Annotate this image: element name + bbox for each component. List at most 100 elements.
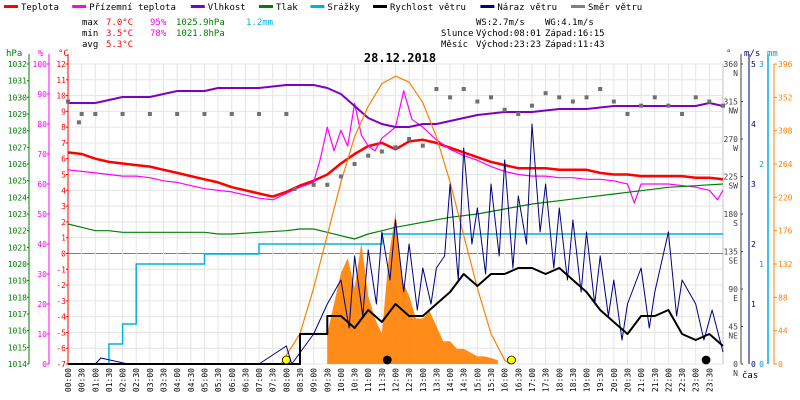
- pressure-tick-label: 1029: [8, 110, 27, 119]
- wind-direction-point: [543, 91, 548, 96]
- wind-direction-point: [707, 99, 712, 104]
- wind-direction-point: [352, 162, 357, 166]
- time-tick-label: 13:00: [419, 368, 428, 392]
- pressure-tick-label: 1027: [8, 143, 27, 152]
- wind-direction-point: [721, 103, 725, 108]
- wind-direction-point: [639, 103, 644, 108]
- legend-entry: Náraz větru: [497, 3, 557, 13]
- temperature-tick-label: 2: [61, 218, 66, 227]
- wind-direction-point: [475, 99, 480, 104]
- humidity-tick-label: 40: [37, 240, 47, 249]
- time-tick-label: 18:30: [569, 368, 578, 392]
- time-tick-label: 07:00: [255, 368, 264, 392]
- info-sun-label: Slunce: [441, 29, 474, 39]
- wind-direction-point: [680, 112, 685, 116]
- time-axis-label: čas: [742, 370, 758, 381]
- time-tick-label: 12:00: [392, 368, 401, 392]
- temperature-tick-label: 4: [61, 186, 66, 195]
- series-wind-gust: [68, 123, 724, 365]
- wind-direction-point: [611, 99, 616, 104]
- wind-direction-point: [311, 182, 316, 187]
- pressure-tick-label: 1023: [8, 210, 27, 219]
- sunrise-marker: [281, 355, 291, 365]
- legend-swatch: [480, 5, 495, 8]
- series-tlak: [67, 183, 724, 240]
- temperature-tick-label: -4: [56, 313, 66, 322]
- wind-tick-label: 1: [751, 300, 756, 309]
- time-tick-label: 19:00: [583, 368, 592, 392]
- stats-block: max 7.0°C 95% 1025.9hPa 1.2mm min 3.5°C …: [82, 18, 273, 50]
- rain-tick-label: 1: [759, 260, 764, 269]
- wind-tick-label: 0: [751, 360, 756, 369]
- legend-entry: Teplota: [21, 3, 59, 13]
- wind-direction-point: [461, 87, 466, 91]
- humidity-unit: %: [38, 49, 44, 59]
- rain-tick-label: 0: [759, 360, 764, 369]
- time-tick-label: 20:30: [623, 368, 632, 392]
- solar-tick-label: 176: [778, 227, 793, 236]
- stat-min-hum: 78%: [150, 29, 167, 39]
- time-tick-label: 22:00: [664, 368, 673, 392]
- solar-tick-label: 352: [778, 93, 793, 102]
- humidity-tick-label: 50: [37, 210, 47, 219]
- direction-tick-label: 360: [724, 60, 739, 69]
- time-tick-label: 03:00: [146, 368, 155, 392]
- time-tick-label: 23:30: [705, 368, 714, 392]
- wind-direction-point: [407, 137, 412, 141]
- wind-direction-point: [338, 174, 343, 179]
- temperature-tick-label: 7: [61, 139, 66, 148]
- solar-tick-label: 396: [778, 60, 793, 69]
- wind-direction-point: [693, 95, 698, 100]
- wind-direction-point: [76, 120, 81, 125]
- sunset-marker: [507, 355, 516, 365]
- humidity-tick-label: 90: [37, 90, 47, 99]
- wind-direction-point: [489, 95, 494, 100]
- time-tick-label: 04:00: [173, 368, 182, 392]
- wind-direction-point: [420, 143, 425, 148]
- humidity-tick-label: 20: [37, 300, 47, 309]
- pressure-tick-label: 1025: [8, 177, 27, 186]
- rain-unit: mm: [767, 49, 778, 59]
- solar-tick-label: 88: [778, 293, 788, 302]
- pressure-tick-label: 1019: [8, 277, 27, 286]
- temperature-tick-label: -3: [56, 297, 66, 306]
- pressure-tick-label: 1024: [8, 193, 27, 202]
- legend-entry: Srážky: [327, 3, 360, 13]
- pressure-tick-label: 1030: [8, 93, 27, 102]
- pressure-tick-label: 1032: [8, 60, 27, 69]
- wind-direction-point: [202, 112, 207, 116]
- temperature-tick-label: 11: [56, 76, 66, 85]
- stat-max-temp: 7.0°C: [106, 18, 133, 28]
- wind-direction-point: [257, 112, 262, 116]
- stat-min-press: 1021.8hPa: [176, 29, 225, 39]
- wind-direction-point: [570, 99, 575, 104]
- pressure-tick-label: 1015: [8, 343, 27, 352]
- humidity-tick-label: 10: [37, 330, 47, 339]
- time-tick-label: 12:30: [405, 368, 414, 392]
- pressure-tick-label: 1031: [8, 77, 27, 86]
- time-tick-label: 21:00: [637, 368, 646, 392]
- time-tick-label: 10:30: [351, 368, 360, 392]
- time-tick-label: 16:00: [501, 368, 510, 392]
- direction-dir-label: N: [733, 369, 738, 378]
- temperature-tick-label: -1: [56, 265, 66, 274]
- wind-tick-label: 5: [751, 60, 756, 69]
- temperature-tick-label: -2: [56, 281, 66, 290]
- temperature-tick-label: 0: [61, 249, 66, 258]
- time-tick-label: 04:30: [187, 368, 196, 392]
- direction-dir-label: NE: [728, 332, 738, 341]
- temperature-tick-label: 5: [61, 171, 66, 180]
- temperature-tick-label: 6: [61, 155, 66, 164]
- time-tick-label: 22:30: [678, 368, 687, 392]
- wind-direction-point: [175, 112, 180, 116]
- info-wg: WG:4.1m/s: [545, 18, 594, 28]
- solar-area: [327, 212, 498, 364]
- stat-max-label: max: [82, 18, 99, 28]
- time-tick-label: 18:00: [555, 368, 564, 392]
- pressure-tick-label: 1028: [8, 127, 27, 136]
- time-tick-label: 09:00: [310, 368, 319, 392]
- temperature-tick-label: 8: [61, 123, 66, 132]
- series-p-zemn-teplota: [67, 90, 724, 204]
- wind-direction-point: [120, 112, 125, 116]
- time-tick-label: 05:30: [214, 368, 223, 392]
